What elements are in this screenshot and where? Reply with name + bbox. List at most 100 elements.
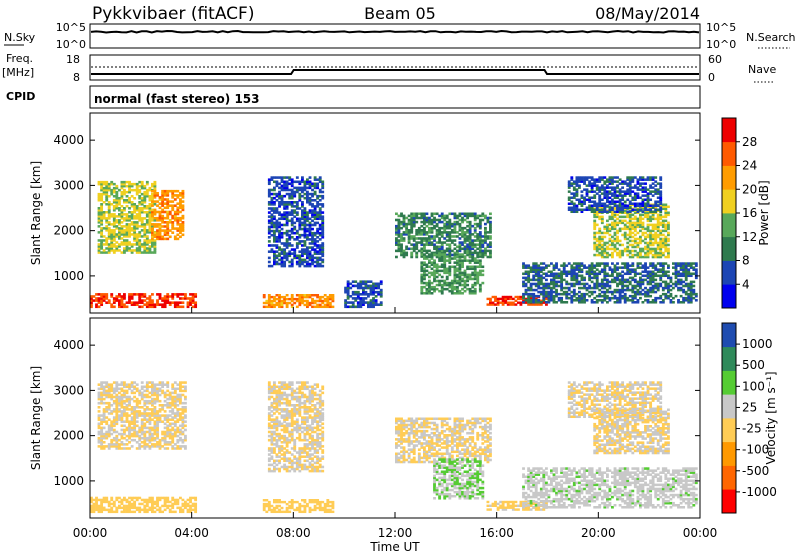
heatmap-cell (176, 500, 180, 504)
heatmap-cell (453, 253, 457, 256)
heatmap-cell (534, 268, 538, 271)
heatmap-cell (570, 178, 574, 181)
heatmap-cell (168, 500, 172, 504)
heatmap-cell (445, 222, 449, 226)
heatmap-cell (692, 292, 696, 296)
heatmap-cell (186, 297, 190, 300)
heatmap-cell (105, 225, 109, 228)
heatmap-cell (628, 294, 632, 298)
heatmap-cell (603, 274, 607, 278)
heatmap-cell (545, 282, 548, 286)
heatmap-cell (600, 286, 604, 290)
heatmap-cell (542, 294, 546, 298)
heatmap-cell (572, 290, 576, 294)
heatmap-cell (125, 243, 129, 246)
heatmap-cell (428, 216, 431, 220)
heatmap-cell (346, 282, 350, 286)
heatmap-cell (560, 264, 564, 267)
heatmap-cell (163, 231, 167, 234)
heatmap-cell (112, 223, 116, 226)
heatmap-cell (138, 197, 142, 200)
heatmap-cell (115, 383, 119, 386)
heatmap-cell (570, 192, 574, 195)
heatmap-cell (112, 207, 116, 210)
heatmap-cell (644, 208, 647, 212)
heatmap-cell (400, 212, 403, 216)
heatmap-cell (321, 229, 325, 233)
heatmap-cell (509, 301, 513, 304)
heatmap-cell (661, 270, 665, 274)
heatmap-cell (400, 247, 403, 251)
heatmap-cell (295, 176, 299, 179)
heatmap-cell (283, 244, 287, 247)
heatmap-cell (656, 229, 660, 233)
heatmap-cell (308, 295, 312, 299)
heatmap-cell (547, 270, 551, 274)
heatmap-cell (120, 205, 124, 208)
heatmap-cell (471, 214, 475, 218)
heatmap-cell (362, 301, 365, 304)
heatmap-cell (107, 393, 111, 397)
heatmap-cell (458, 255, 462, 258)
heatmap-cell (402, 251, 406, 255)
heatmap-cell (186, 303, 190, 306)
heatmap-cell (628, 255, 632, 259)
heatmap-cell (481, 212, 485, 216)
heatmap-cell (593, 247, 597, 251)
heatmap-cell (270, 244, 274, 247)
heatmap-cell (621, 294, 625, 298)
heatmap-cell (290, 295, 294, 299)
heatmap-cell (415, 241, 419, 244)
heatmap-cell (641, 200, 645, 204)
heatmap-cell (278, 301, 281, 305)
heatmap-cell (275, 180, 279, 184)
heatmap-cell (120, 229, 124, 232)
heatmap-cell (311, 236, 314, 239)
heatmap-cell (110, 445, 114, 448)
heatmap-cell (478, 235, 482, 238)
heatmap-cell (567, 186, 571, 189)
heatmap-cell (293, 209, 297, 212)
heatmap-cell (412, 218, 416, 222)
heatmap-cell (527, 296, 531, 300)
heatmap-cell (425, 283, 429, 287)
heatmap-cell (321, 225, 325, 229)
heatmap-cell (273, 233, 276, 237)
heatmap-cell (489, 235, 492, 238)
heatmap-cell (90, 305, 93, 309)
heatmap-cell (458, 253, 462, 256)
heatmap-cell (295, 188, 299, 192)
heatmap-cell (600, 186, 604, 189)
heatmap-cell (537, 280, 541, 284)
heatmap-cell (628, 225, 632, 229)
heatmap-cell (423, 222, 426, 226)
heatmap-cell (651, 255, 655, 259)
heatmap-cell (110, 404, 114, 407)
heatmap-cell (633, 202, 637, 206)
heatmap-cell (285, 182, 289, 186)
heatmap-cell (618, 202, 622, 206)
heatmap-cell (100, 443, 104, 446)
heatmap-cell (105, 182, 109, 186)
heatmap-cell (450, 283, 454, 287)
heatmap-cell (598, 251, 602, 255)
heatmap-cell (646, 292, 650, 296)
heatmap-cell (433, 277, 436, 281)
heatmap-cell (616, 206, 619, 210)
heatmap-cell (481, 241, 485, 244)
heatmap-cell (267, 303, 271, 307)
heatmap-cell (623, 223, 627, 227)
heatmap-cell (613, 237, 617, 241)
heatmap-cell (461, 271, 464, 275)
heatmap-cell (135, 209, 139, 212)
heatmap-cell (618, 200, 622, 204)
heatmap-cell (476, 275, 480, 279)
heatmap-cell (527, 299, 531, 302)
heatmap-cell (267, 215, 271, 218)
heatmap-cell (283, 176, 287, 179)
heatmap-cell (646, 217, 650, 221)
heatmap-cell (603, 247, 607, 251)
heatmap-cell (420, 243, 424, 246)
heatmap-cell (90, 506, 93, 510)
heatmap-cell (311, 260, 314, 264)
